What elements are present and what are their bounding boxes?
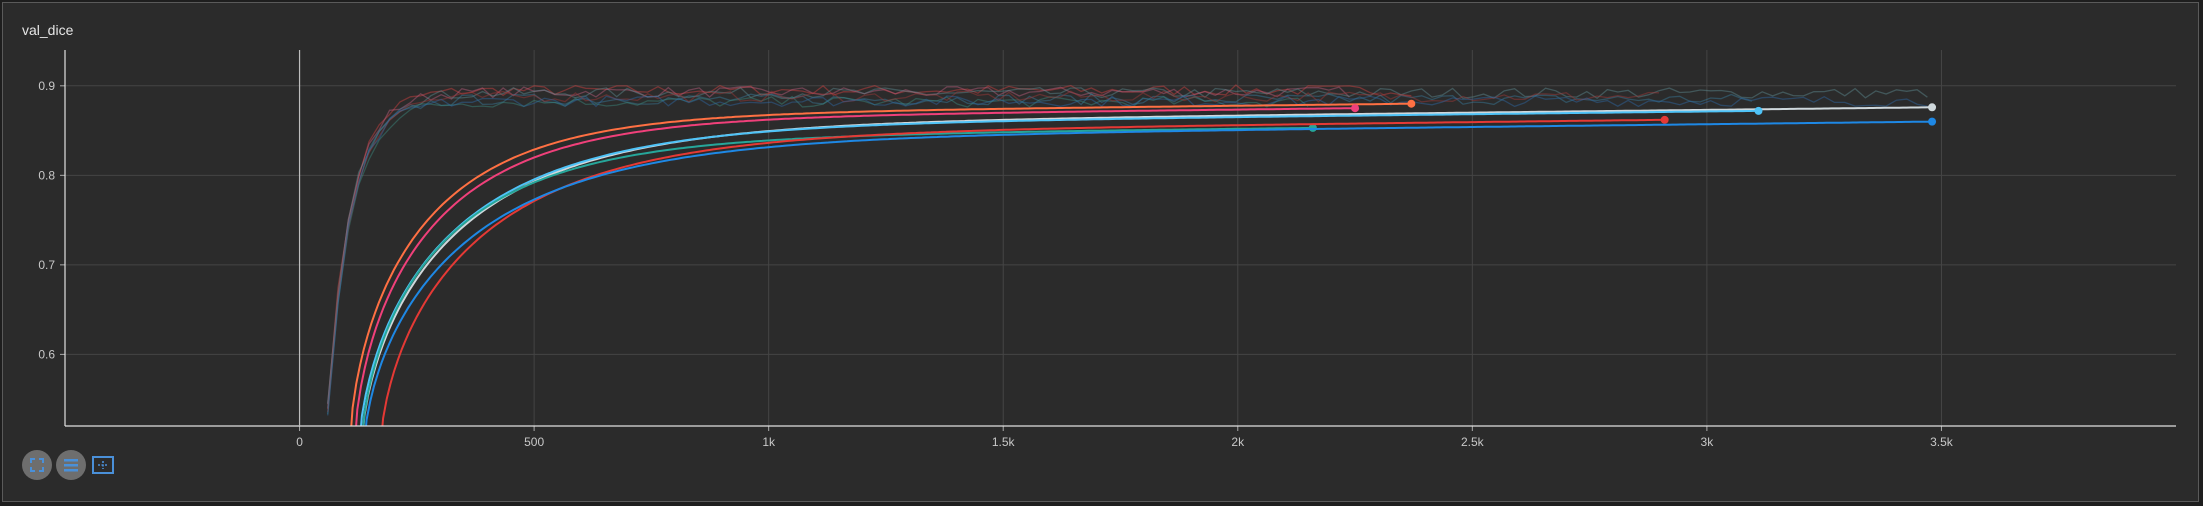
y-tick-label: 0.7 [38,258,55,272]
x-tick-label: 2k [1231,435,1245,449]
raw-series-lines [327,84,1928,416]
series-end-point [1754,106,1763,115]
y-tick-label: 0.6 [38,347,55,361]
smoothed-series-lines [350,99,1937,426]
raw-series-line [327,86,1350,405]
y-tick-label: 0.9 [38,79,55,93]
fullscreen-button[interactable] [22,450,52,480]
x-tick-label: 1.5k [992,435,1016,449]
series-line [362,126,1311,426]
fullscreen-icon [30,458,44,472]
raw-series-line [327,86,1928,404]
x-tick-label: 3.5k [1930,435,1954,449]
series-line [355,107,1352,426]
fit-domain-button[interactable] [90,452,116,478]
raw-series-line [327,90,1660,413]
x-tick-label: 2.5k [1461,435,1485,449]
raw-series-line [327,84,1412,410]
tick-labels: 0 500 1k 1.5k 2k 2.5k 3k 3.5k 0.6 0.7 0.8 0.9 [38,79,1953,449]
series-line [360,109,1758,426]
chart-toolbar [22,450,116,480]
x-tick-label: 0 [296,435,303,449]
x-tick-label: 1k [762,435,776,449]
series-end-point [1351,104,1360,113]
x-tick-label: 500 [524,435,544,449]
series-end-point [1928,117,1937,126]
series-line [381,118,1663,426]
series-line [350,102,1411,426]
raw-series-line [327,95,1928,416]
axes [60,50,2176,431]
list-lines-icon [64,459,78,472]
series-end-point [1928,103,1937,112]
y-tick-label: 0.8 [38,168,55,182]
x-tick-label: 3k [1701,435,1715,449]
series-line [362,106,1930,426]
series-end-point [1407,99,1416,108]
chart-title: val_dice [22,22,74,38]
raw-series-line [327,95,1309,415]
raw-series-line [327,93,1753,409]
log-scale-button[interactable] [56,450,86,480]
series-end-point [1660,115,1669,124]
fit-domain-icon [92,456,114,474]
series-line [365,120,1932,426]
